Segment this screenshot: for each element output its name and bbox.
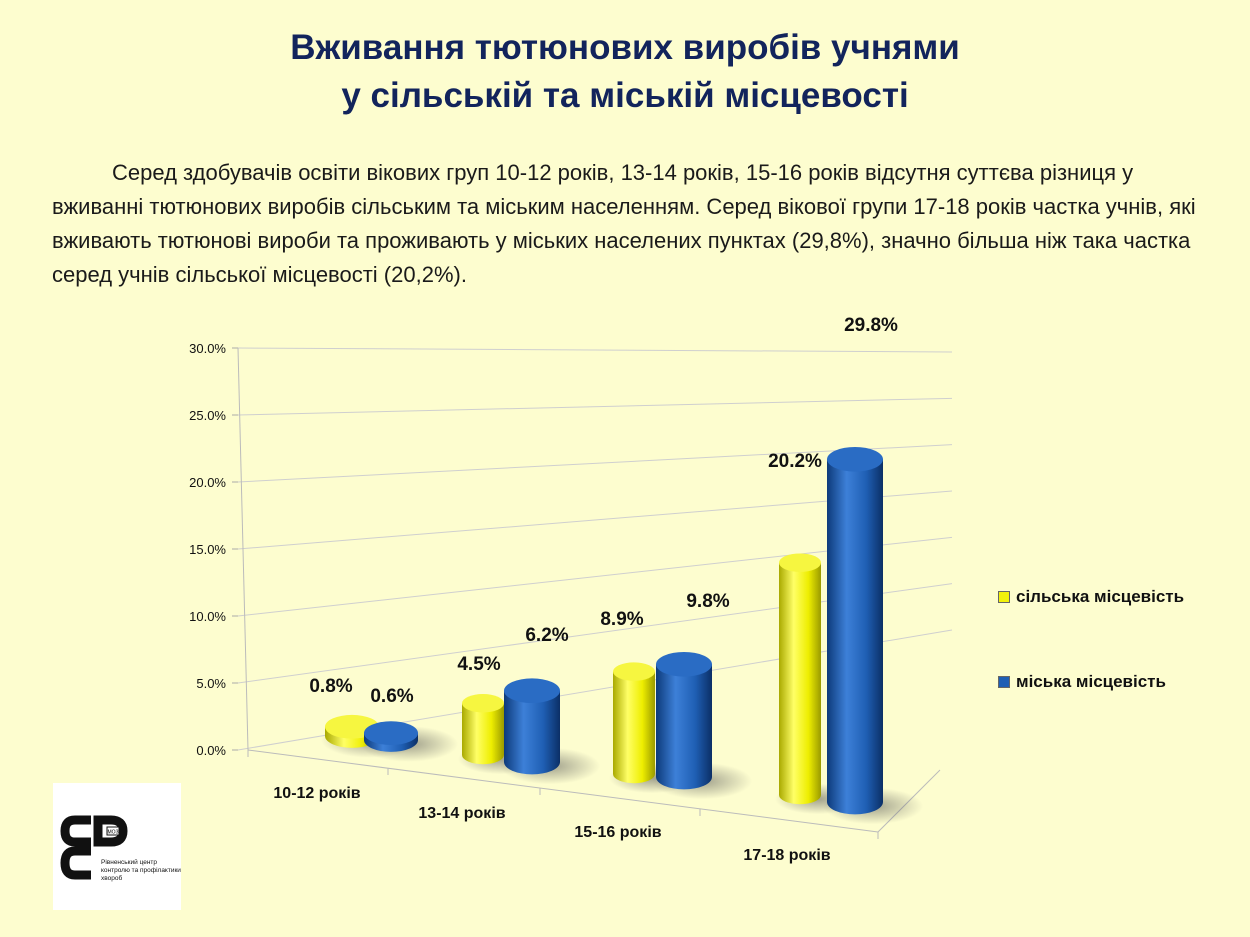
bar-rural-top <box>779 553 821 572</box>
y-tick-label: 10.0% <box>189 609 226 624</box>
legend-item-rural: сільська місцевість <box>998 585 1184 609</box>
bar-urban-top <box>827 446 883 472</box>
gridline <box>237 347 953 353</box>
bar-urban-top <box>656 651 712 677</box>
y-tick-label: 5.0% <box>196 676 226 691</box>
legend-swatch-rural <box>998 591 1010 603</box>
bar-urban <box>504 690 560 775</box>
bar-rural <box>462 703 504 765</box>
logo-mark-icon: МОЗ <box>60 815 128 880</box>
legend-item-urban: міська місцевість <box>998 670 1184 694</box>
legend-label-urban: міська місцевість <box>1016 672 1166 691</box>
y-tick-label: 20.0% <box>189 475 226 490</box>
y-tick-label: 15.0% <box>189 542 226 557</box>
legend-swatch-urban <box>998 676 1010 688</box>
organization-logo: МОЗ Рівненський центр контролю та профіл… <box>53 783 181 910</box>
x-category-label: 15-16 років <box>574 824 661 841</box>
x-category-label: 10-12 років <box>273 785 360 802</box>
y-axis-line <box>237 347 249 751</box>
description-paragraph: Серед здобувачів освіти вікових груп 10-… <box>52 160 1196 287</box>
y-tick-label: 25.0% <box>189 408 226 423</box>
page-title: Вживання тютюнових виробів учнями у сіль… <box>0 24 1250 120</box>
bar-rural-top <box>613 662 655 681</box>
bar-layer <box>321 446 923 825</box>
data-label: 8.9% <box>600 609 643 630</box>
gridline <box>237 444 953 483</box>
data-label: 9.8% <box>686 591 729 612</box>
bar-urban <box>827 459 883 815</box>
x-axis-front-edge <box>247 749 879 833</box>
logo-text: Рівненський центр контролю та профілакти… <box>101 859 181 882</box>
data-label: 20.2% <box>768 451 822 472</box>
gridline <box>237 397 953 416</box>
y-tick-layer: 0.0% 5.0% 10.0% 15.0% 20.0% 25.0% 30.0% <box>189 341 226 758</box>
data-label: 29.8% <box>844 315 898 336</box>
data-label-layer: 0.8% 0.6% 4.5% 6.2% 8.9% 9.8% 20.2% 29.8% <box>309 315 898 707</box>
logo-badge: МОЗ <box>107 830 118 836</box>
bar-urban-top <box>504 678 560 704</box>
data-label: 6.2% <box>525 625 568 646</box>
y-tick-label: 0.0% <box>196 743 226 758</box>
x-category-label: 13-14 років <box>418 805 505 822</box>
chart-legend: сільська місцевість міська місцевість <box>998 585 1184 755</box>
bar-rural-top <box>462 694 504 713</box>
bar-urban-top <box>364 721 418 745</box>
legend-label-rural: сільська місцевість <box>1016 587 1185 606</box>
y-tick-label: 30.0% <box>189 341 226 356</box>
data-label: 0.6% <box>370 686 413 707</box>
data-label: 0.8% <box>309 676 352 697</box>
data-label: 4.5% <box>457 654 500 675</box>
bar-rural <box>779 562 821 805</box>
title-line-2: у сільській та міській місцевості <box>341 76 909 115</box>
title-line-1: Вживання тютюнових виробів учнями <box>290 28 960 67</box>
x-category-label: 17-18 років <box>743 847 830 864</box>
category-label-layer: 10-12 років 13-14 років 15-16 років 17-18 р… <box>273 785 830 864</box>
bar-urban <box>656 664 712 790</box>
bar-rural <box>613 671 655 784</box>
